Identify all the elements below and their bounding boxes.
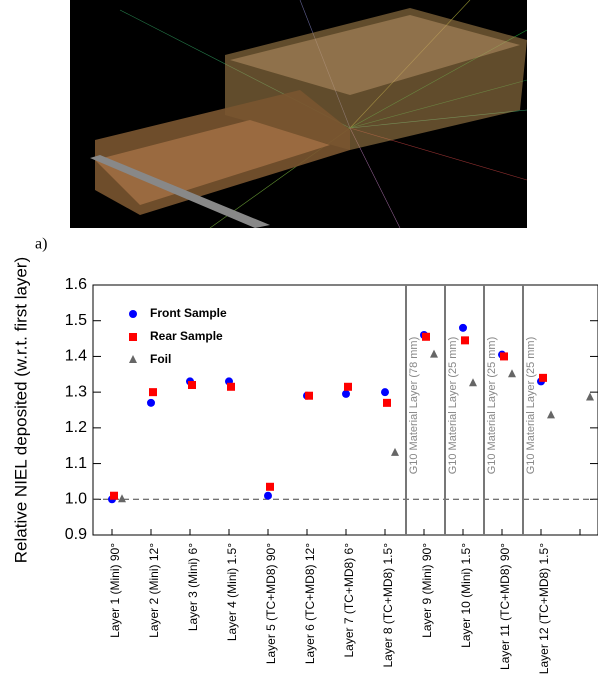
point	[147, 399, 155, 407]
y-tick-label: 1.6	[65, 276, 87, 293]
point	[422, 333, 430, 341]
x-tick-label: Layer 11 (TC+MD8) 90°	[498, 543, 512, 670]
point	[118, 494, 126, 502]
x-tick-label: Layer 2 (Mini) 12°	[147, 543, 161, 638]
point	[508, 369, 516, 377]
x-tick-label: Layer 4 (Mini) 1.5°	[225, 543, 239, 641]
x-tick-label: Layer 8 (TC+MD8) 1.5°	[381, 543, 395, 668]
x-tick-label: Layer 9 (Mini) 90°	[420, 543, 434, 638]
y-tick-label: 1.3	[65, 383, 87, 400]
y-tick-label: 0.9	[65, 526, 87, 543]
point	[500, 352, 508, 360]
panel-label: a)	[35, 236, 47, 253]
x-tick-label: Layer 10 (Mini) 1.5°	[459, 543, 473, 648]
x-tick-label: Layer 1 (Mini) 90°	[108, 543, 122, 638]
point	[459, 324, 467, 332]
point	[227, 383, 235, 391]
point	[383, 399, 391, 407]
point	[129, 310, 137, 318]
x-tick-label: Layer 5 (TC+MD8) 90°	[264, 543, 278, 664]
y-tick-label: 1.1	[65, 455, 87, 472]
point	[539, 374, 547, 382]
annotation: G10 Material Layer (25 mm)	[486, 337, 498, 475]
legend-label: Rear Sample	[150, 329, 223, 343]
figure: a) Relative NIEL deposited (w.r.t. first…	[0, 0, 598, 685]
point	[381, 388, 389, 396]
point	[342, 390, 350, 398]
point	[461, 336, 469, 344]
y-axis-label: Relative NIEL deposited (w.r.t. first la…	[11, 257, 30, 563]
detector-render	[70, 0, 527, 228]
point	[149, 388, 157, 396]
point	[469, 378, 477, 386]
x-tick-label: Layer 12 (TC+MD8) 1.5°	[537, 543, 551, 674]
annotation: G10 Material Layer (25 mm)	[525, 337, 537, 475]
legend-label: Front Sample	[150, 306, 227, 320]
point	[430, 350, 438, 358]
x-tick-label: Layer 7 (TC+MD8) 6°	[342, 543, 356, 658]
annotation: G10 Material Layer (78 mm)	[408, 337, 420, 475]
point	[129, 355, 137, 363]
point	[266, 483, 274, 491]
legend-label: Foil	[150, 352, 171, 366]
y-tick-label: 1.2	[65, 419, 87, 436]
y-tick-label: 1.5	[65, 312, 87, 329]
point	[188, 381, 196, 389]
point	[344, 383, 352, 391]
point	[586, 393, 594, 401]
x-tick-label: Layer 6 (TC+MD8) 12°	[303, 543, 317, 664]
point	[547, 410, 555, 418]
x-tick-label: Layer 3 (Mini) 6°	[186, 543, 200, 631]
annotation: G10 Material Layer (25 mm)	[447, 337, 459, 475]
point	[110, 492, 118, 500]
y-tick-label: 1.4	[65, 348, 87, 365]
y-tick-label: 1.0	[65, 491, 87, 508]
point	[264, 492, 272, 500]
point	[305, 392, 313, 400]
point	[129, 333, 137, 341]
point	[391, 448, 399, 456]
